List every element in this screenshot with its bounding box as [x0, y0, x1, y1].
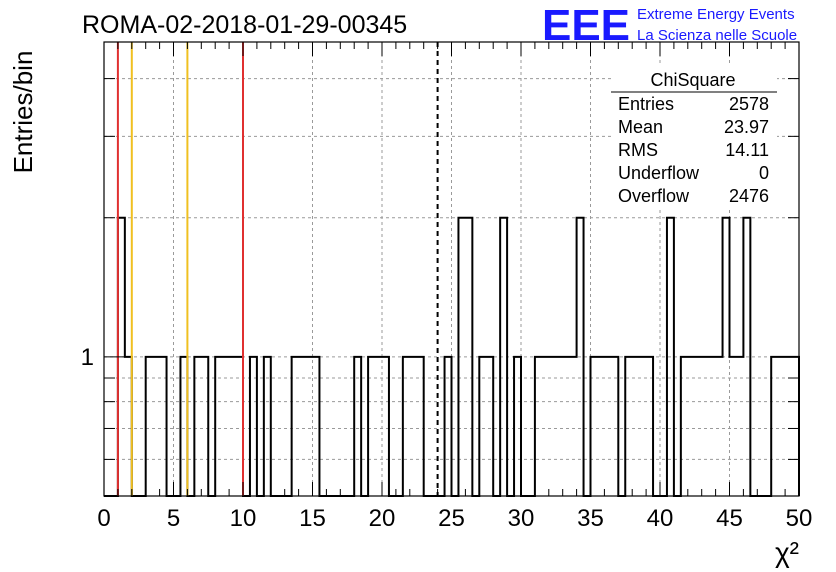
- x-tick-label: 5: [167, 505, 180, 532]
- stats-value: 14.11: [725, 140, 769, 160]
- eee-logo-line2: La Scienza nelle Scuole: [637, 27, 797, 44]
- x-tick-label: 50: [786, 505, 813, 532]
- stats-value: 2578: [729, 94, 769, 114]
- y-tick-label: 1: [81, 344, 94, 371]
- stats-label: Overflow: [618, 186, 690, 206]
- stats-value: 2476: [729, 186, 769, 206]
- x-tick-label: 30: [508, 505, 535, 532]
- stats-label: Mean: [618, 117, 663, 137]
- x-tick-label: 40: [647, 505, 674, 532]
- x-tick-label: 20: [369, 505, 396, 532]
- stats-label: Entries: [618, 94, 674, 114]
- stats-box-title: ChiSquare: [650, 70, 735, 90]
- stats-box-background: [611, 64, 777, 208]
- x-tick-label: 0: [97, 505, 110, 532]
- x-tick-label: 10: [230, 505, 257, 532]
- marker-lines: [116, 42, 439, 496]
- stats-value: 23.97: [724, 117, 769, 137]
- chart-title: ROMA-02-2018-01-29-00345: [82, 11, 407, 39]
- y-axis-label: Entries/bin: [8, 51, 38, 174]
- stats-label: RMS: [618, 140, 658, 160]
- x-tick-label: 15: [299, 505, 326, 532]
- stats-label: Underflow: [618, 163, 700, 183]
- x-axis-label: χ²: [775, 537, 799, 568]
- stats-value: 0: [759, 163, 769, 183]
- x-tick-label: 25: [438, 505, 465, 532]
- axis-ticks: 0 5 10 15 20 25 30 35 40 45 50 1: [81, 42, 813, 532]
- eee-logo-mark: EEE: [542, 1, 630, 50]
- x-tick-label: 35: [577, 505, 604, 532]
- x-tick-label: 45: [716, 505, 743, 532]
- stats-box: ChiSquare Entries 2578 Mean 23.97 RMS 14.11 Un…: [611, 64, 777, 208]
- eee-logo: EEE Extreme Energy Events La Scienza nel…: [542, 1, 797, 50]
- eee-logo-line1: Extreme Energy Events: [637, 6, 795, 23]
